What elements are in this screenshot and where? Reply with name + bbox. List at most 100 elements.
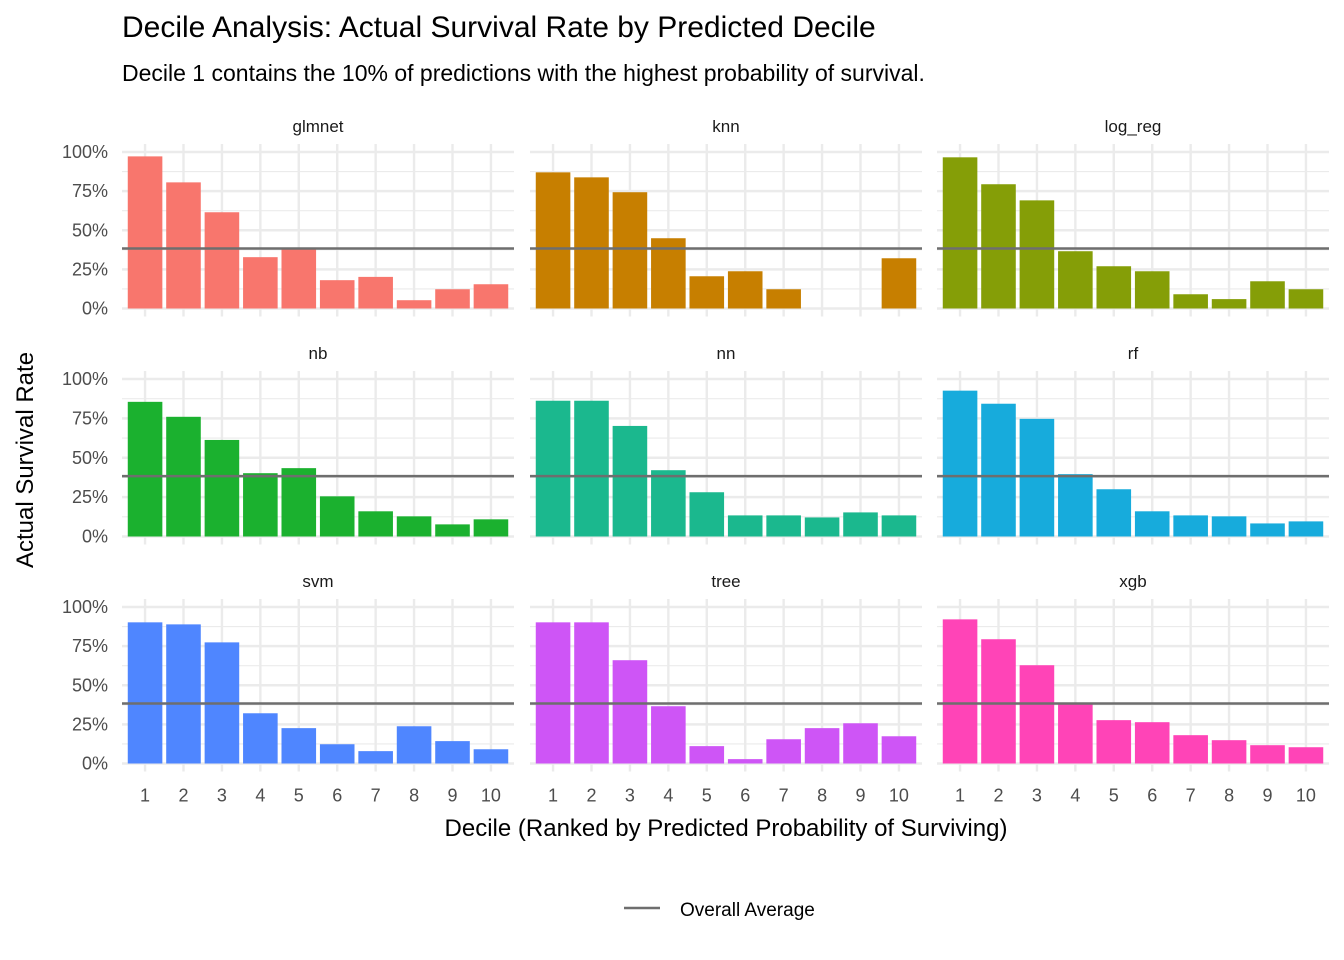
bar-glmnet-decile-9 — [435, 289, 470, 309]
panel-nn: nn — [530, 344, 922, 545]
bar-knn-decile-10 — [881, 258, 917, 309]
bar-xgb-decile-4 — [1058, 703, 1093, 764]
bar-glmnet-decile-6 — [319, 280, 355, 309]
y-tick-label: 50% — [72, 220, 108, 240]
facet-label: nn — [717, 344, 736, 363]
bar-rf-decile-5 — [1096, 489, 1132, 537]
x-tick-label: 6 — [332, 786, 342, 806]
y-tick-label: 75% — [72, 636, 108, 656]
y-tick-label: 0% — [82, 299, 108, 319]
x-tick-label: 8 — [409, 786, 419, 806]
bar-xgb-decile-7 — [1173, 735, 1208, 764]
bar-glmnet-decile-10 — [473, 284, 509, 309]
y-tick-label: 75% — [72, 181, 108, 201]
x-tick-label: 1 — [955, 786, 965, 806]
bar-log_reg-decile-10 — [1288, 289, 1324, 309]
x-tick-label: 4 — [255, 786, 265, 806]
x-tick-label: 9 — [448, 786, 458, 806]
bar-tree-decile-5 — [689, 746, 725, 764]
legend: Overall Average — [624, 900, 815, 921]
bar-xgb-decile-9 — [1250, 745, 1285, 764]
x-tick-label: 3 — [625, 786, 635, 806]
bar-tree-decile-7 — [766, 739, 801, 764]
facet-label: svm — [302, 572, 333, 591]
x-axis-title: Decile (Ranked by Predicted Probability … — [445, 815, 1008, 842]
bar-rf-decile-6 — [1134, 511, 1170, 537]
x-tick-label: 7 — [371, 786, 381, 806]
y-tick-label: 75% — [72, 408, 108, 428]
bar-glmnet-decile-3 — [204, 212, 240, 309]
x-tick-label: 3 — [1032, 786, 1042, 806]
bar-glmnet-decile-8 — [396, 300, 432, 309]
facet-label: nb — [309, 344, 328, 363]
bar-knn-decile-4 — [651, 238, 686, 309]
y-tick-label: 25% — [72, 487, 108, 507]
x-tick-label: 7 — [1186, 786, 1196, 806]
y-axis-title: Actual Survival Rate — [12, 352, 39, 568]
bar-tree-decile-3 — [612, 660, 648, 764]
x-tick-label: 9 — [856, 786, 866, 806]
x-tick-label: 10 — [481, 786, 501, 806]
x-tick-label: 9 — [1263, 786, 1273, 806]
x-tick-label: 2 — [993, 786, 1003, 806]
y-tick-label: 100% — [62, 597, 108, 617]
bar-svm-decile-1 — [127, 622, 163, 764]
y-tick-label: 25% — [72, 259, 108, 279]
x-tick-label: 10 — [1296, 786, 1316, 806]
bar-nn-decile-5 — [689, 492, 725, 537]
bar-svm-decile-4 — [243, 713, 278, 764]
x-tick-label: 2 — [586, 786, 596, 806]
panel-xgb: xgb 1 2 3 4 5 6 7 8 9 10 — [937, 572, 1329, 806]
y-tick-label: 100% — [62, 369, 108, 389]
bar-svm-decile-5 — [281, 728, 317, 764]
bar-nn-decile-7 — [766, 515, 801, 537]
bar-log_reg-decile-2 — [981, 184, 1016, 309]
bar-tree-decile-2 — [574, 622, 609, 764]
x-tick-label: 8 — [1224, 786, 1234, 806]
x-tick-label: 5 — [1109, 786, 1119, 806]
x-tick-label: 1 — [548, 786, 558, 806]
bar-rf-decile-7 — [1173, 515, 1208, 537]
bar-xgb-decile-10 — [1288, 747, 1324, 764]
bar-rf-decile-1 — [942, 390, 978, 537]
bar-tree-decile-1 — [535, 622, 571, 764]
bar-xgb-decile-8 — [1211, 740, 1247, 764]
facet-label: knn — [712, 117, 739, 136]
x-tick-label: 4 — [663, 786, 673, 806]
bar-tree-decile-10 — [881, 736, 917, 764]
facet-label: rf — [1128, 344, 1139, 363]
bar-rf-decile-10 — [1288, 521, 1324, 537]
bar-svm-decile-7 — [358, 751, 393, 764]
bar-log_reg-decile-1 — [942, 157, 978, 309]
bar-tree-decile-9 — [843, 723, 878, 764]
bar-svm-decile-6 — [319, 744, 355, 764]
x-tick-label: 8 — [817, 786, 827, 806]
facet-label: log_reg — [1105, 117, 1162, 136]
bar-nb-decile-3 — [204, 439, 240, 537]
y-tick-label: 100% — [62, 142, 108, 162]
panel-glmnet: glmnet 0% 25% 50% 75% 100% — [62, 117, 514, 319]
y-tick-label: 50% — [72, 675, 108, 695]
bar-rf-decile-4 — [1058, 474, 1093, 537]
bar-rf-decile-9 — [1250, 523, 1285, 537]
bar-xgb-decile-1 — [942, 619, 978, 764]
panel-rf: rf — [937, 344, 1329, 545]
bar-xgb-decile-2 — [981, 639, 1016, 764]
x-tick-label: 3 — [217, 786, 227, 806]
x-tick-label: 1 — [140, 786, 150, 806]
bar-knn-decile-3 — [612, 192, 648, 309]
chart-title: Decile Analysis: Actual Survival Rate by… — [122, 11, 876, 44]
bar-knn-decile-2 — [574, 177, 609, 309]
bar-nb-decile-10 — [473, 519, 509, 537]
y-tick-label: 25% — [72, 714, 108, 734]
facet-label: xgb — [1119, 572, 1146, 591]
bar-svm-decile-9 — [435, 741, 470, 764]
bar-xgb-decile-3 — [1019, 665, 1055, 764]
bar-glmnet-decile-4 — [243, 257, 278, 309]
x-tick-label: 2 — [178, 786, 188, 806]
x-tick-label: 10 — [889, 786, 909, 806]
legend-label-overall-average: Overall Average — [680, 900, 815, 921]
bar-nn-decile-9 — [843, 512, 878, 537]
